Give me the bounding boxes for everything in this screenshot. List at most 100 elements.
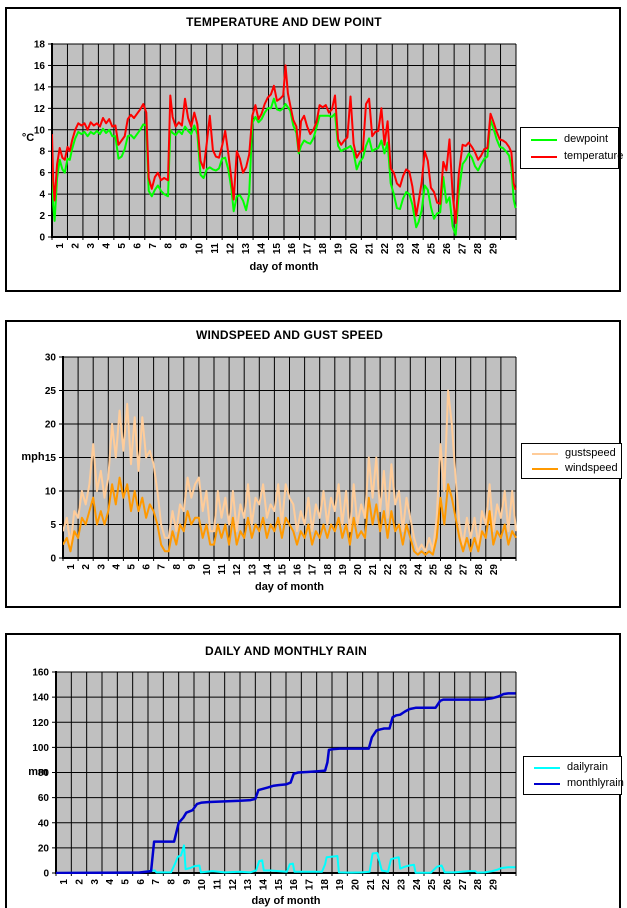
series-line-dewpoint <box>52 97 517 236</box>
y-tick-label: 20 <box>45 420 57 431</box>
y-tick-label: 80 <box>38 768 50 779</box>
y-tick-label: 10 <box>45 487 57 498</box>
x-tick-label: 14 <box>259 879 270 891</box>
legend-item-temperature: temperature <box>531 149 623 164</box>
chart-title: DAILY AND MONTHLY RAIN <box>205 644 367 658</box>
y-tick-label: 120 <box>32 718 49 729</box>
y-tick-label: 100 <box>32 743 49 754</box>
x-tick-label: 28 <box>473 879 484 891</box>
x-tick-label: 16 <box>289 879 300 891</box>
y-axis-unit-label: °C <box>21 132 35 144</box>
x-tick-label: 20 <box>353 564 364 576</box>
x-tick-label: 19 <box>338 564 349 576</box>
legend-item-monthlyrain: monthlyrain <box>534 776 624 791</box>
x-tick-label: 19 <box>334 243 345 255</box>
y-tick-label: 30 <box>45 353 57 364</box>
x-tick-label: 6 <box>133 243 144 249</box>
legend-label: windspeed <box>565 462 618 474</box>
legend-label: monthlyrain <box>567 777 624 789</box>
x-tick-label: 11 <box>213 879 224 890</box>
x-tick-label: 18 <box>318 243 329 255</box>
y-tick-label: 16 <box>34 61 46 72</box>
legend-label: dailyrain <box>567 761 608 773</box>
series-line-windspeed <box>63 476 517 556</box>
x-tick-label: 15 <box>272 243 283 255</box>
x-tick-label: 3 <box>86 243 97 249</box>
x-tick-label: 17 <box>308 564 319 576</box>
x-tick-label: 24 <box>413 564 424 576</box>
x-tick-label: 1 <box>66 564 77 570</box>
x-tick-label: 25 <box>428 564 439 576</box>
x-tick-label: 6 <box>136 879 147 885</box>
rain-chart-panel: 0 20 40 60 80 100 120 140 160 1 2 3 4 5 6 7 8 9 10 11 12 13 14… <box>5 633 624 908</box>
x-tick-label: 5 <box>126 564 137 570</box>
x-tick-label: 12 <box>232 564 243 576</box>
x-tick-label: 8 <box>172 564 183 570</box>
x-tick-label: 25 <box>427 879 438 891</box>
x-tick-label: 15 <box>274 879 285 891</box>
legend-item-windspeed: windspeed <box>532 461 618 476</box>
legend-line-sample-icon <box>531 138 557 141</box>
x-tick-label: 11 <box>217 564 228 575</box>
x-tick-label: 17 <box>305 879 316 891</box>
x-tick-label: 12 <box>228 879 239 891</box>
x-tick-label: 29 <box>489 564 500 576</box>
y-tick-label: 12 <box>34 104 46 115</box>
x-tick-label: 20 <box>351 879 362 891</box>
x-tick-label: 29 <box>488 243 499 255</box>
legend: gustspeed windspeed <box>521 443 622 479</box>
x-tick-label: 7 <box>157 564 168 570</box>
y-tick-label: 10 <box>34 125 46 136</box>
x-tick-label: 28 <box>474 564 485 576</box>
x-tick-label: 9 <box>179 243 190 249</box>
x-tick-label: 13 <box>247 564 258 576</box>
y-tick-label: 60 <box>38 793 50 804</box>
y-tick-label: 6 <box>39 168 45 179</box>
x-tick-label: 5 <box>121 879 132 885</box>
x-tick-label: 18 <box>323 564 334 576</box>
x-axis-title: day of month <box>251 895 321 907</box>
y-tick-label: 0 <box>39 233 45 244</box>
windspeed-gustspeed-chart-panel: 0 5 10 15 20 25 30 1 2 3 4 5 6 7 8 9 10 11 12 13 14 15 16 17 18 1… <box>5 320 622 608</box>
x-tick-label: 23 <box>397 879 408 891</box>
x-tick-label: 14 <box>262 564 273 576</box>
legend-line-sample-icon <box>532 467 558 470</box>
x-tick-label: 24 <box>411 243 422 255</box>
legend: dailyrain monthlyrain <box>523 756 624 795</box>
temperature-dewpoint-chart-panel: 0 2 4 6 8 10 12 14 16 18 1 2 3 4 5 6 7 8 9 10 11 12 13 14 15 16 17… <box>5 7 623 292</box>
x-tick-label: 20 <box>349 243 360 255</box>
y-tick-label: 40 <box>38 818 50 829</box>
x-tick-label: 21 <box>365 243 376 255</box>
x-tick-label: 6 <box>142 564 153 570</box>
legend: dewpoint temperature <box>520 127 623 169</box>
x-tick-label: 4 <box>111 564 122 570</box>
x-tick-label: 22 <box>383 564 394 576</box>
x-tick-label: 21 <box>368 564 379 576</box>
y-tick-label: 160 <box>32 668 49 679</box>
x-axis-title: day of month <box>249 261 319 273</box>
y-tick-label: 14 <box>34 82 46 93</box>
y-tick-label: 15 <box>45 453 57 464</box>
x-tick-label: 5 <box>117 243 128 249</box>
x-tick-label: 14 <box>256 243 267 255</box>
x-tick-label: 29 <box>489 879 500 891</box>
x-tick-label: 7 <box>148 243 159 249</box>
y-tick-label: 140 <box>32 693 49 704</box>
y-tick-label: 18 <box>34 40 46 51</box>
legend-line-sample-icon <box>532 452 558 455</box>
x-tick-label: 2 <box>75 879 86 885</box>
x-tick-label: 17 <box>303 243 314 255</box>
x-tick-label: 22 <box>380 243 391 255</box>
x-tick-label: 22 <box>381 879 392 891</box>
x-tick-label: 2 <box>71 243 82 249</box>
x-tick-label: 25 <box>426 243 437 255</box>
x-tick-label: 11 <box>210 243 221 254</box>
legend-label: dewpoint <box>564 133 609 145</box>
legend-line-sample-icon <box>534 766 560 769</box>
x-tick-label: 10 <box>202 564 213 576</box>
x-tick-label: 26 <box>442 243 453 255</box>
x-tick-label: 7 <box>151 879 162 885</box>
